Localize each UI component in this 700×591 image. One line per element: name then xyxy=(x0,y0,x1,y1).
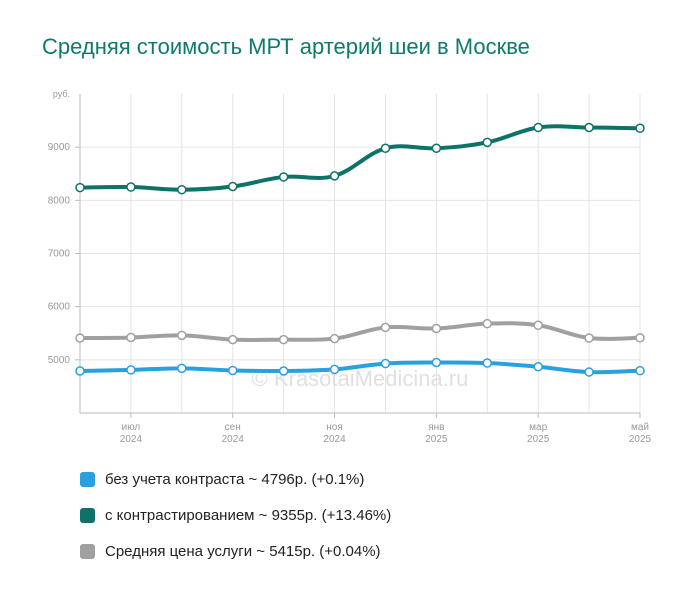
data-point[interactable] xyxy=(126,332,136,343)
x-tick-label-month: ноя xyxy=(326,422,343,433)
data-point[interactable] xyxy=(177,184,187,195)
data-point[interactable] xyxy=(380,322,391,333)
y-tick-label: 9000 xyxy=(48,142,71,153)
data-point[interactable] xyxy=(482,137,493,148)
legend-item-teal[interactable]: с контрастированием ~ 9355р. (+13.46%) xyxy=(80,497,391,533)
y-axis-unit-label: руб. xyxy=(53,89,70,99)
data-point[interactable] xyxy=(278,172,289,182)
data-point[interactable] xyxy=(227,181,238,192)
x-tick-label-year: 2025 xyxy=(425,434,448,445)
data-point[interactable] xyxy=(75,333,85,343)
y-tick-label: 7000 xyxy=(48,249,71,260)
series-lines xyxy=(76,122,644,376)
data-point[interactable] xyxy=(227,365,238,376)
y-tick-label: 8000 xyxy=(48,195,71,206)
x-tick-label-month: июл xyxy=(122,422,141,433)
data-point[interactable] xyxy=(584,122,594,133)
data-point[interactable] xyxy=(533,361,543,372)
legend-label-teal: с контрастированием ~ 9355р. (+13.46%) xyxy=(105,506,392,524)
x-tick-label-year: 2024 xyxy=(222,434,245,445)
data-point[interactable] xyxy=(482,318,493,329)
data-point[interactable] xyxy=(126,182,136,192)
data-point[interactable] xyxy=(329,171,340,181)
y-tick-label: 6000 xyxy=(48,302,71,313)
data-point[interactable] xyxy=(278,366,289,376)
x-tick-label-year: 2025 xyxy=(629,434,652,445)
series-points[interactable] xyxy=(75,122,645,377)
legend-label-blue: без учета контраста ~ 4796р. (+0.1%) xyxy=(105,470,365,488)
axes xyxy=(75,94,641,418)
data-point[interactable] xyxy=(533,320,543,331)
data-point[interactable] xyxy=(329,364,340,375)
legend-swatch-teal xyxy=(80,507,95,523)
data-point[interactable] xyxy=(177,330,187,341)
x-tick-label-year: 2024 xyxy=(323,434,346,445)
y-tick-label: 5000 xyxy=(48,355,71,366)
legend-swatch-blue xyxy=(80,471,95,487)
data-point[interactable] xyxy=(635,333,645,343)
x-tick-label-month: янв xyxy=(428,422,444,433)
data-point[interactable] xyxy=(584,367,594,377)
data-point[interactable] xyxy=(635,365,645,376)
grid-lines xyxy=(80,94,641,413)
series-line-outline xyxy=(76,122,644,194)
data-point[interactable] xyxy=(380,143,391,153)
x-tick-label-month: сен xyxy=(225,422,241,433)
data-point[interactable] xyxy=(482,358,493,368)
data-point[interactable] xyxy=(329,333,340,344)
chart-title: Средняя стоимость МРТ артерий шеи в Моск… xyxy=(42,34,530,59)
data-point[interactable] xyxy=(227,334,238,345)
legend-label-gray: Средняя цена услуги ~ 5415р. (+0.04%) xyxy=(105,542,381,560)
data-point[interactable] xyxy=(431,323,442,334)
legend-item-gray[interactable]: Средняя цена услуги ~ 5415р. (+0.04%) xyxy=(80,533,391,569)
data-point[interactable] xyxy=(635,123,645,134)
data-point[interactable] xyxy=(380,358,391,369)
data-point[interactable] xyxy=(533,122,543,133)
data-point[interactable] xyxy=(177,363,187,374)
data-point[interactable] xyxy=(584,333,594,343)
x-tick-label-month: май xyxy=(631,422,649,433)
tick-labels: 50006000700080009000руб.июл2024сен2024но… xyxy=(48,89,652,445)
x-tick-label-year: 2025 xyxy=(527,434,550,445)
legend: без учета контраста ~ 4796р. (+0.1%) с к… xyxy=(80,461,391,569)
data-point[interactable] xyxy=(278,334,289,345)
data-point[interactable] xyxy=(431,143,442,153)
data-point[interactable] xyxy=(431,357,442,368)
x-tick-label-year: 2024 xyxy=(120,434,143,445)
legend-swatch-gray xyxy=(80,543,95,559)
data-point[interactable] xyxy=(75,182,85,193)
x-tick-label-month: мар xyxy=(529,422,547,433)
data-point[interactable] xyxy=(126,365,136,375)
legend-item-blue[interactable]: без учета контраста ~ 4796р. (+0.1%) xyxy=(80,461,391,497)
data-point[interactable] xyxy=(75,366,85,376)
